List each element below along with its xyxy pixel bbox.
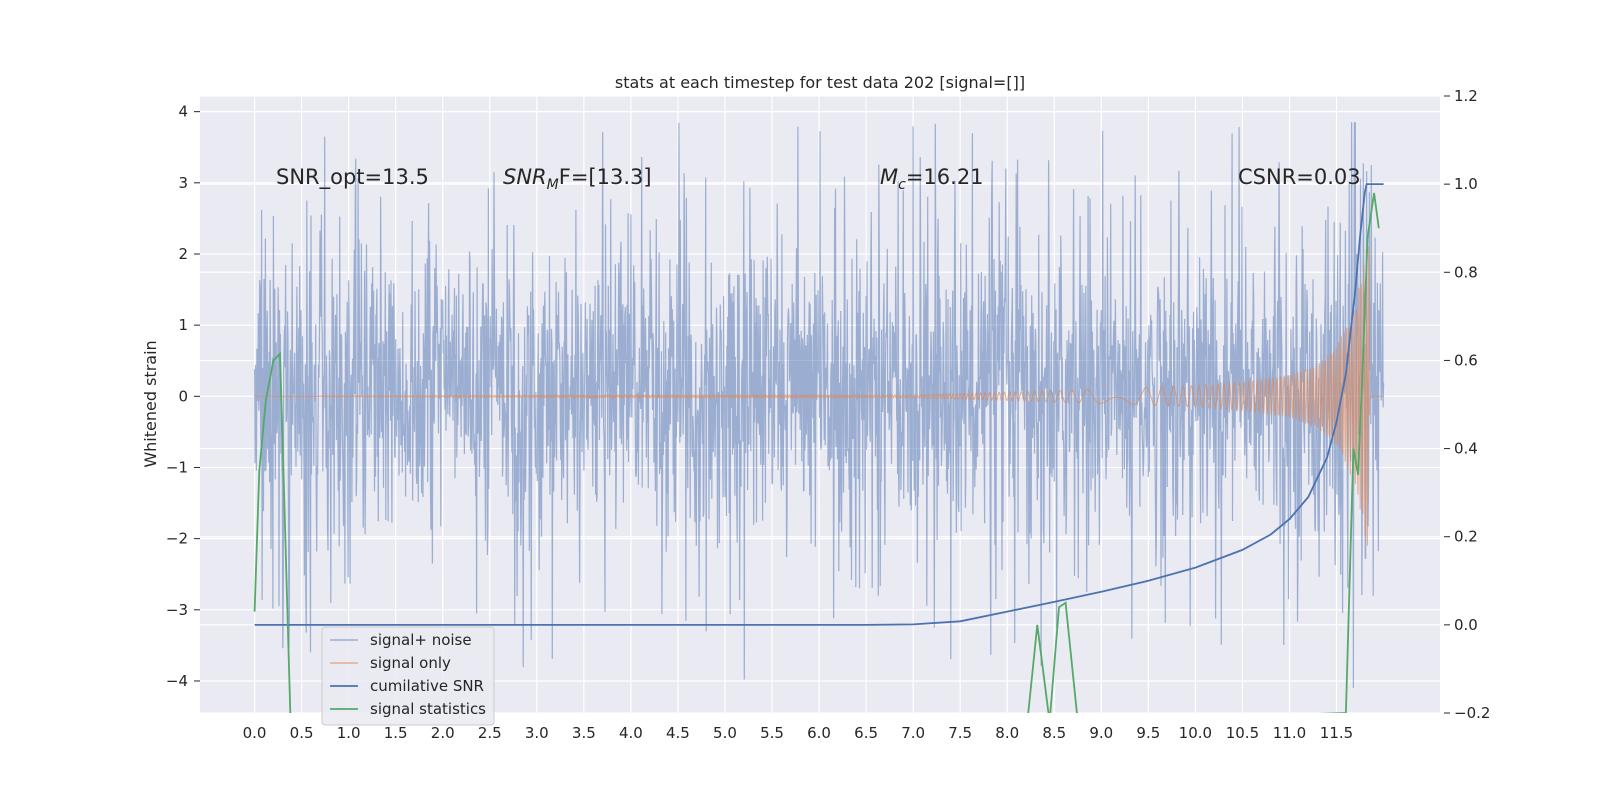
- y-axis-label: Whitened strain: [141, 340, 160, 467]
- x-tick-label: 10.0: [1179, 724, 1212, 742]
- x-tick-label: 9.5: [1136, 724, 1160, 742]
- x-tick-label: 11.0: [1273, 724, 1306, 742]
- legend-box: [321, 626, 495, 726]
- y2-tick-label: 0.8: [1454, 263, 1478, 281]
- legend-label-signal-only: signal only: [370, 654, 451, 672]
- x-tick-label: 0.5: [290, 724, 314, 742]
- y2-tick-label: −0.2: [1454, 704, 1490, 722]
- x-tick-label: 9.0: [1089, 724, 1113, 742]
- series-signal-only-line: [254, 246, 1384, 546]
- x-axis-ticks: 0.0 0.5 1.0 1.5 2.0 2.5 3.0 3.5 4.0 4.5 5.0 5.5 6.0 6…: [243, 724, 1354, 742]
- y-tick-label: 2: [178, 245, 188, 263]
- x-tick-label: 8.5: [1042, 724, 1066, 742]
- annotation-snr-mf-rest: F=[13.3]: [559, 165, 652, 189]
- y-tick-label: −4: [166, 672, 188, 690]
- x-tick-label: 5.5: [760, 724, 784, 742]
- y2-tick-label: 0.2: [1454, 528, 1478, 546]
- legend-label-signal-noise: signal+ noise: [370, 631, 472, 649]
- y2-tick-label: 0.4: [1454, 440, 1478, 458]
- y2-tick-label: 0.6: [1454, 351, 1478, 369]
- series-cumilative-snr-line: [254, 183, 1384, 626]
- annotation-snr-mf-main: SNR: [503, 165, 547, 189]
- y-tick-label: −3: [166, 601, 188, 619]
- annotation-mc-sub: c: [898, 177, 906, 193]
- x-tick-label: 0.0: [243, 724, 267, 742]
- legend-label-cumilative-snr: cumilative SNR: [370, 677, 484, 695]
- x-tick-label: 4.0: [619, 724, 643, 742]
- x-tick-label: 1.0: [337, 724, 361, 742]
- y-tick-label: 0: [178, 387, 188, 405]
- annotation-csnr: CSNR=0.03: [1238, 165, 1361, 189]
- x-tick-label: 11.5: [1320, 724, 1353, 742]
- x-tick-label: 1.5: [384, 724, 408, 742]
- x-tick-label: 3.0: [525, 724, 549, 742]
- x-tick-label: 5.0: [713, 724, 737, 742]
- y-tick-label: −2: [166, 530, 188, 548]
- y-tick-label: 1: [178, 316, 188, 334]
- y-tick-label: 3: [178, 174, 188, 192]
- series-signal-statistics-line: [253, 192, 1380, 713]
- annotation-mc-main: M: [880, 165, 898, 189]
- annotation-snr-opt: SNR_opt=13.5: [276, 165, 429, 190]
- y2-axis-ticks: 1.2 1.0 0.8 0.6 0.4 0.2 0.0 −0.2: [1444, 87, 1490, 722]
- x-tick-label: 8.0: [995, 724, 1019, 742]
- x-tick-label: 7.5: [948, 724, 972, 742]
- legend: signal+ noise signal only cumilative SNR…: [321, 626, 495, 726]
- annotation-snr-mf-sub: M: [547, 177, 559, 193]
- annotation-mc: Mc=16.21: [880, 165, 984, 193]
- y-tick-label: −1: [166, 458, 188, 476]
- y2-tick-label: 1.2: [1454, 87, 1478, 105]
- x-tick-label: 6.0: [807, 724, 831, 742]
- annotations: SNR_opt=13.5 SNRMF=[13.3] Mc=16.21 CSNR=…: [276, 165, 1361, 193]
- y-tick-label: 4: [178, 103, 188, 121]
- legend-label-signal-statistics: signal statistics: [370, 700, 486, 718]
- y2-tick-label: 0.0: [1454, 616, 1478, 634]
- annotation-mc-rest: =16.21: [906, 165, 984, 189]
- x-tick-label: 7.0: [901, 724, 925, 742]
- chart-title: stats at each timestep for test data 202…: [615, 73, 1025, 92]
- x-tick-label: 3.5: [572, 724, 596, 742]
- x-tick-label: 10.5: [1226, 724, 1259, 742]
- x-tick-label: 2.5: [478, 724, 502, 742]
- x-tick-label: 6.5: [854, 724, 878, 742]
- x-tick-label: 2.0: [431, 724, 455, 742]
- annotation-snr-mf: SNRMF=[13.3]: [503, 165, 652, 193]
- series-signal-noise-line: [254, 122, 1385, 689]
- x-tick-label: 4.5: [666, 724, 690, 742]
- y2-tick-label: 1.0: [1454, 175, 1478, 193]
- y-axis-ticks: 4 3 2 1 0 −1 −2 −3 −4: [166, 103, 200, 690]
